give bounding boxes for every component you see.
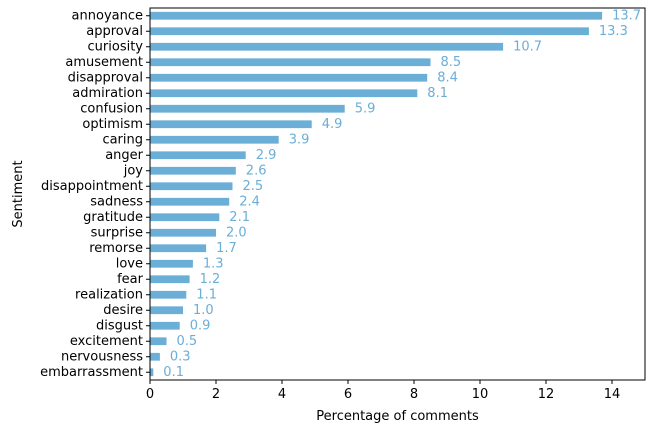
value-label-disapproval: 8.4 (437, 70, 458, 85)
bar-nervousness (150, 352, 160, 361)
bar-sadness (150, 197, 230, 206)
value-label-disappointment: 2.5 (243, 179, 264, 194)
value-label-love: 1.3 (203, 256, 224, 271)
bar-admiration (150, 89, 418, 98)
bar-disappointment (150, 182, 233, 191)
y-axis-label: Sentiment (11, 160, 26, 227)
bar-gratitude (150, 213, 220, 222)
value-label-nervousness: 0.3 (170, 349, 191, 364)
y-tick-label-admiration: admiration (72, 86, 143, 101)
x-tick-label: 4 (278, 387, 286, 402)
value-label-confusion: 5.9 (355, 101, 376, 116)
bar-desire (150, 306, 183, 315)
value-label-embarrassment: 0.1 (163, 365, 184, 380)
bar-annoyance (150, 11, 603, 20)
bar-disapproval (150, 73, 428, 82)
y-tick-label-sadness: sadness (90, 194, 143, 209)
bar-disgust (150, 321, 180, 330)
bar-joy (150, 166, 236, 175)
y-tick-label-embarrassment: embarrassment (40, 365, 143, 380)
value-label-disgust: 0.9 (190, 318, 211, 333)
value-label-fear: 1.2 (200, 272, 221, 287)
bar-amusement (150, 58, 431, 67)
x-tick-label: 0 (146, 387, 154, 402)
y-tick-label-desire: desire (103, 303, 143, 318)
value-label-amusement: 8.5 (441, 55, 462, 70)
bar-fear (150, 275, 190, 284)
y-tick-label-love: love (116, 256, 143, 271)
value-label-approval: 13.3 (599, 24, 628, 39)
y-tick-label-gratitude: gratitude (83, 210, 143, 225)
y-tick-label-annoyance: annoyance (72, 8, 143, 23)
x-tick-label: 14 (604, 387, 621, 402)
y-tick-label-caring: caring (102, 132, 143, 147)
y-tick-label-optimism: optimism (82, 117, 143, 132)
x-axis-label: Percentage of comments (316, 409, 479, 424)
value-label-sadness: 2.4 (239, 194, 260, 209)
value-label-annoyance: 13.7 (612, 8, 641, 23)
y-tick-label-fear: fear (117, 272, 144, 287)
x-tick-label: 12 (538, 387, 555, 402)
y-tick-label-amusement: amusement (65, 55, 143, 70)
y-axis-ticks: annoyanceapprovalcuriosityamusementdisap… (40, 8, 150, 380)
bar-confusion (150, 104, 345, 113)
x-tick-label: 6 (344, 387, 352, 402)
bar-curiosity (150, 42, 504, 51)
x-tick-label: 10 (472, 387, 489, 402)
value-label-realization: 1.1 (196, 287, 217, 302)
y-tick-label-disappointment: disappointment (41, 179, 143, 194)
y-tick-label-remorse: remorse (89, 241, 143, 256)
bar-approval (150, 27, 589, 36)
bar-caring (150, 135, 279, 144)
y-tick-label-confusion: confusion (80, 101, 143, 116)
value-label-anger: 2.9 (256, 148, 277, 163)
value-label-admiration: 8.1 (427, 86, 448, 101)
value-label-remorse: 1.7 (216, 241, 237, 256)
y-tick-label-joy: joy (123, 163, 144, 178)
bar-remorse (150, 244, 207, 253)
bar-excitement (150, 337, 167, 346)
value-label-desire: 1.0 (193, 303, 214, 318)
y-tick-label-realization: realization (75, 287, 143, 302)
bar-surprise (150, 228, 216, 237)
value-label-gratitude: 2.1 (229, 210, 250, 225)
value-label-caring: 3.9 (289, 132, 310, 147)
bar-optimism (150, 120, 312, 129)
y-tick-label-curiosity: curiosity (88, 39, 144, 54)
bar-embarrassment (150, 368, 154, 377)
bar-love (150, 259, 193, 268)
value-label-joy: 2.6 (246, 163, 267, 178)
value-label-curiosity: 10.7 (513, 39, 542, 54)
plot-frame (149, 7, 646, 381)
y-tick-label-disgust: disgust (96, 318, 143, 333)
value-label-excitement: 0.5 (177, 334, 198, 349)
x-tick-label: 8 (410, 387, 418, 402)
value-labels: 13.713.310.78.58.48.15.94.93.92.92.62.52… (163, 8, 641, 380)
y-tick-label-anger: anger (105, 148, 143, 163)
value-label-optimism: 4.9 (322, 117, 343, 132)
y-tick-label-nervousness: nervousness (61, 349, 143, 364)
y-tick-label-excitement: excitement (70, 334, 143, 349)
x-axis-ticks: 0 2 4 6 8 10 12 14 (146, 380, 620, 402)
value-label-surprise: 2.0 (226, 225, 247, 240)
bars-layer (150, 11, 603, 377)
x-tick-label: 2 (212, 387, 220, 402)
bar-anger (150, 151, 246, 160)
y-tick-label-disapproval: disapproval (68, 70, 143, 85)
y-tick-label-surprise: surprise (91, 225, 143, 240)
bar-realization (150, 290, 187, 299)
y-tick-label-approval: approval (86, 24, 143, 39)
